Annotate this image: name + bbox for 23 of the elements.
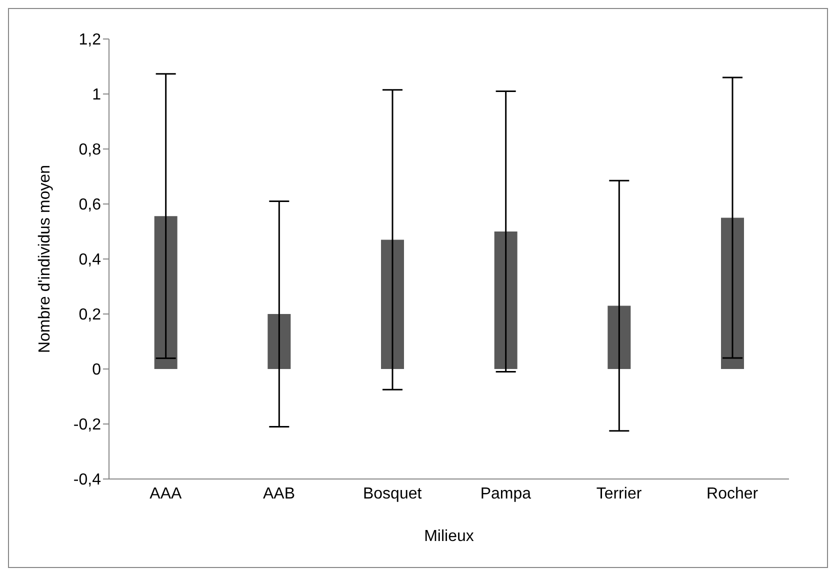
bar xyxy=(494,232,518,369)
y-tick-label: 1,2 xyxy=(78,32,102,49)
y-tick-label: 0,4 xyxy=(78,252,102,269)
bar xyxy=(721,218,744,369)
y-tick-label: 0 xyxy=(92,362,102,379)
bar xyxy=(154,216,178,369)
y-tick-label: 1 xyxy=(92,86,102,104)
x-tick-label: AAA xyxy=(150,485,182,502)
bar xyxy=(381,240,404,369)
bar xyxy=(268,314,291,369)
x-tick-label: Pampa xyxy=(480,485,532,502)
x-tick-label: Terrier xyxy=(596,485,642,502)
y-axis-title: Nombre d'individus moyen xyxy=(36,164,54,354)
x-axis-title: Milieux xyxy=(424,528,474,545)
y-tick-label: -0,2 xyxy=(73,416,102,434)
bar xyxy=(608,306,631,369)
x-tick-label: Bosquet xyxy=(362,485,422,502)
x-tick-label: Rocher xyxy=(706,485,759,502)
y-tick-label: 0,6 xyxy=(78,196,102,214)
x-tick-label: AAB xyxy=(262,485,296,502)
y-tick-label: 0,8 xyxy=(78,142,102,159)
y-tick-label: -0,4 xyxy=(73,472,102,489)
y-tick-label: 0,2 xyxy=(78,306,102,324)
